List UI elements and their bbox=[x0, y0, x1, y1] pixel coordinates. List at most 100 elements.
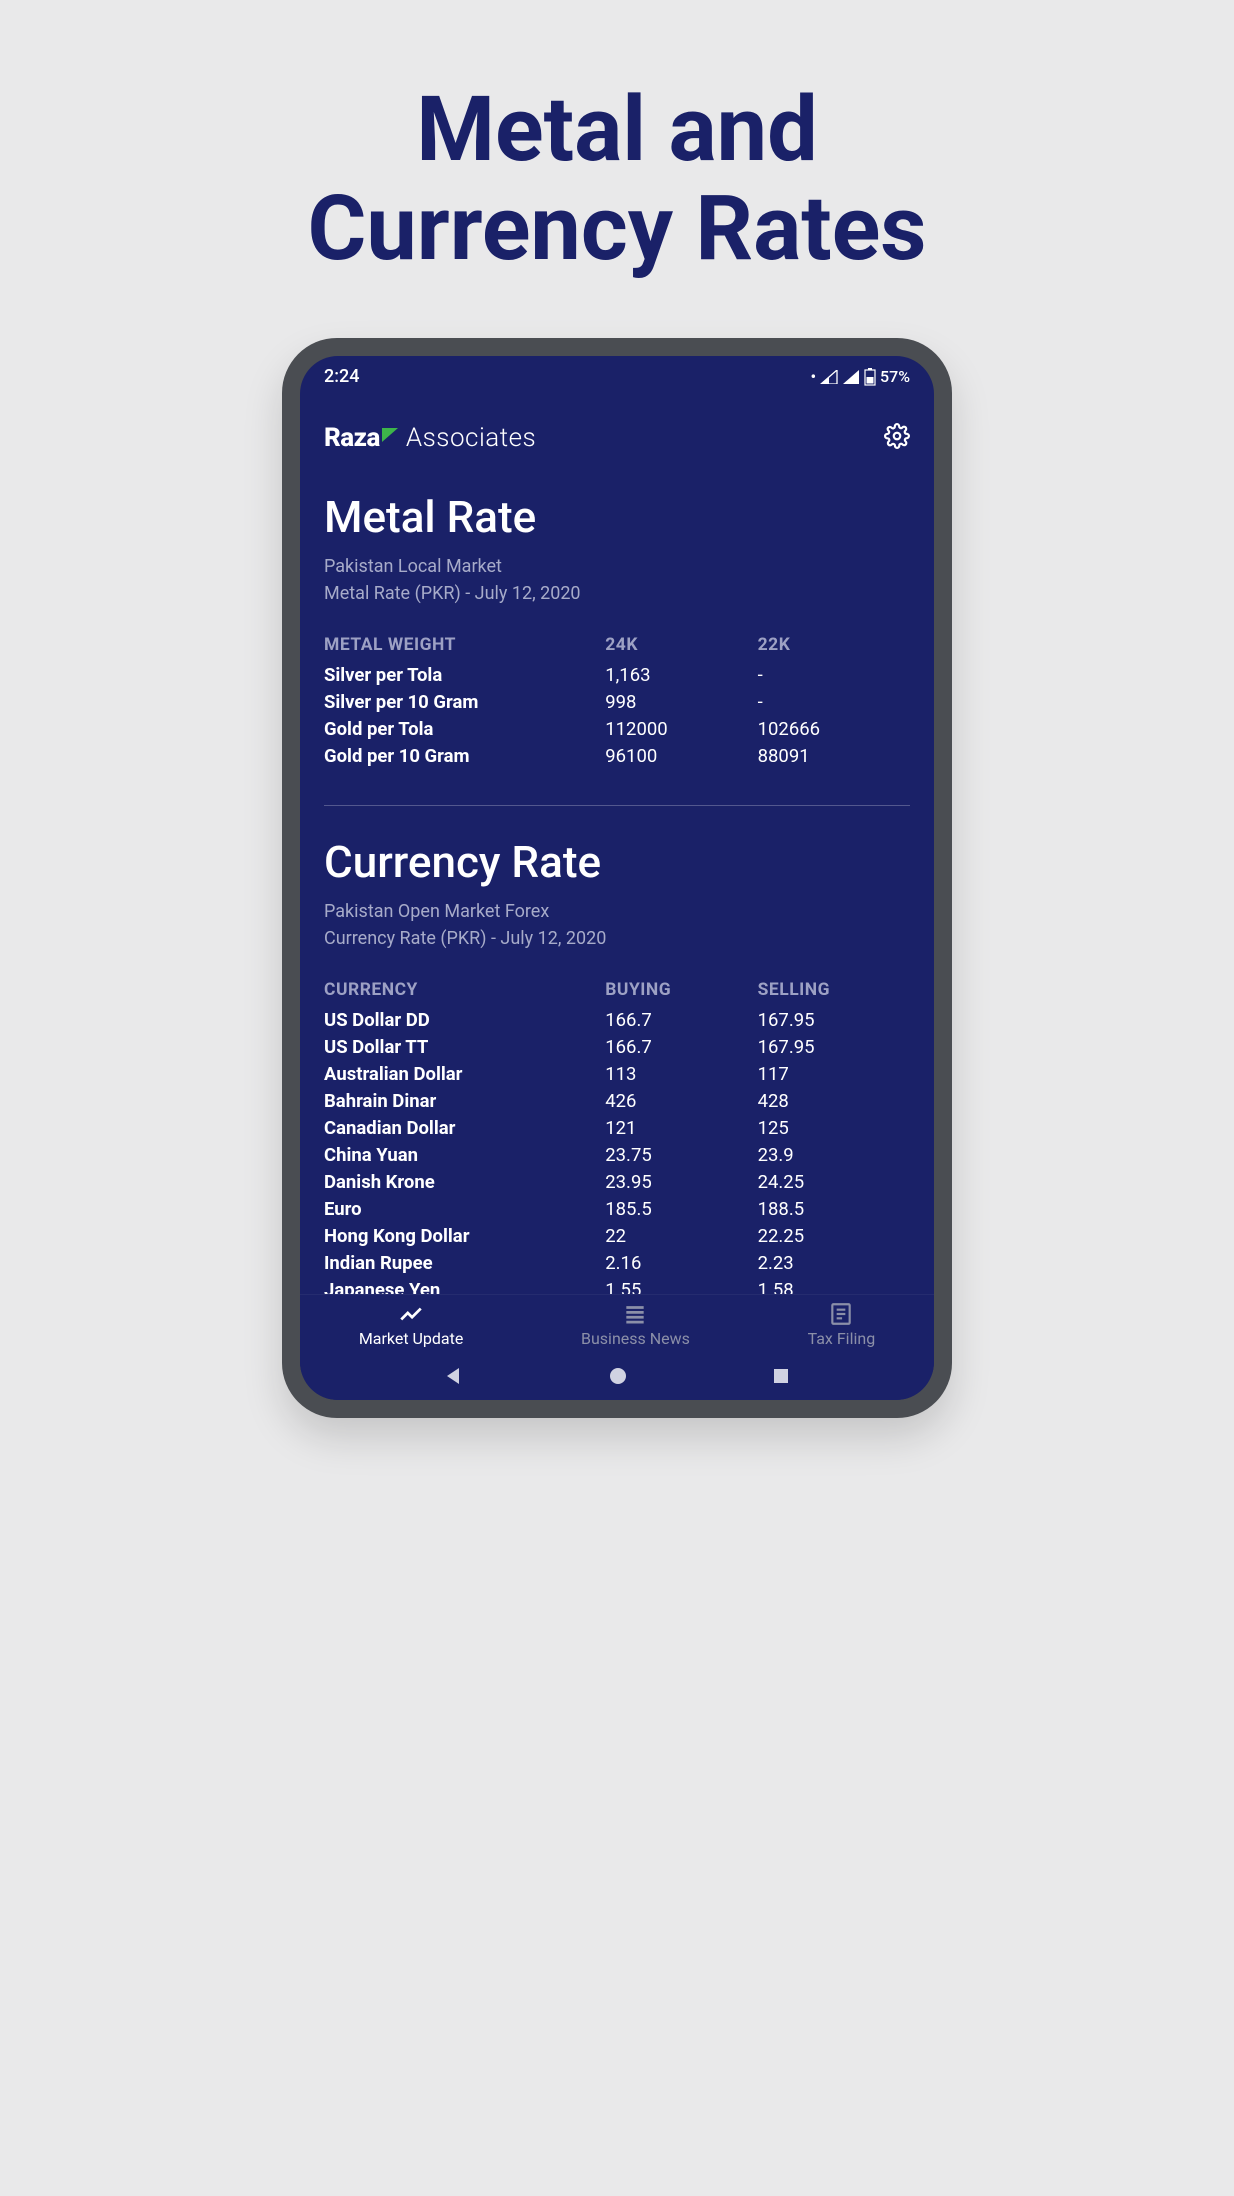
currency-row: Euro185.5188.5 bbox=[324, 1195, 910, 1222]
metal-col3: - bbox=[758, 661, 910, 688]
currency-row: Australian Dollar113117 bbox=[324, 1060, 910, 1087]
currency-row: Danish Krone23.9524.25 bbox=[324, 1168, 910, 1195]
status-dot: • bbox=[810, 367, 816, 386]
currency-col2: 23.95 bbox=[605, 1168, 757, 1195]
signal-icon-2 bbox=[842, 370, 860, 384]
phone-frame: 2:24 • 57% Raza Associates bbox=[282, 338, 952, 1418]
document-list-icon bbox=[828, 1301, 854, 1327]
system-recents-button[interactable] bbox=[772, 1367, 790, 1389]
currency-th-name: CURRENCY bbox=[324, 980, 605, 1006]
currency-col2: 166.7 bbox=[605, 1033, 757, 1060]
currency-name: Euro bbox=[324, 1195, 605, 1222]
currency-th-selling: SELLING bbox=[758, 980, 910, 1006]
metal-th-22k: 22K bbox=[758, 635, 910, 661]
currency-row: China Yuan23.7523.9 bbox=[324, 1141, 910, 1168]
metal-col3: 102666 bbox=[758, 715, 910, 742]
metal-col3: - bbox=[758, 688, 910, 715]
nav-label: Market Update bbox=[359, 1329, 464, 1348]
metal-rate-table: METAL WEIGHT 24K 22K Silver per Tola1,16… bbox=[324, 635, 910, 769]
logo-suffix: Associates bbox=[406, 423, 536, 453]
currency-name: US Dollar DD bbox=[324, 1006, 605, 1033]
phone-screen: 2:24 • 57% Raza Associates bbox=[300, 356, 934, 1400]
metal-col3: 88091 bbox=[758, 742, 910, 769]
currency-col2: 2.16 bbox=[605, 1249, 757, 1276]
logo-brand: Raza bbox=[324, 423, 380, 453]
settings-button[interactable] bbox=[884, 423, 910, 453]
currency-row: Bahrain Dinar426428 bbox=[324, 1087, 910, 1114]
currency-col2: 185.5 bbox=[605, 1195, 757, 1222]
currency-name: Danish Krone bbox=[324, 1168, 605, 1195]
currency-name: China Yuan bbox=[324, 1141, 605, 1168]
promo-title-line1: Metal and bbox=[416, 77, 817, 182]
nav-market-update[interactable]: Market Update bbox=[359, 1301, 464, 1348]
currency-name: Indian Rupee bbox=[324, 1249, 605, 1276]
metal-row: Silver per Tola1,163- bbox=[324, 661, 910, 688]
currency-rate-table: CURRENCY BUYING SELLING US Dollar DD166.… bbox=[324, 980, 910, 1294]
currency-col2: 22 bbox=[605, 1222, 757, 1249]
currency-row: US Dollar TT166.7167.95 bbox=[324, 1033, 910, 1060]
currency-col3: 23.9 bbox=[758, 1141, 910, 1168]
system-nav-bar bbox=[300, 1352, 934, 1400]
currency-name: US Dollar TT bbox=[324, 1033, 605, 1060]
promo-title: Metal and Currency Rates bbox=[307, 80, 926, 278]
metal-row: Gold per Tola112000102666 bbox=[324, 715, 910, 742]
app-header: Raza Associates bbox=[300, 393, 934, 477]
metal-th-24k: 24K bbox=[605, 635, 757, 661]
currency-col3: 167.95 bbox=[758, 1006, 910, 1033]
currency-row: Indian Rupee2.162.23 bbox=[324, 1249, 910, 1276]
currency-col2: 121 bbox=[605, 1114, 757, 1141]
currency-col3: 167.95 bbox=[758, 1033, 910, 1060]
metal-name: Gold per 10 Gram bbox=[324, 742, 605, 769]
bottom-nav: Market Update Business News Tax Filing bbox=[300, 1294, 934, 1352]
metal-row: Gold per 10 Gram9610088091 bbox=[324, 742, 910, 769]
metal-col2: 96100 bbox=[605, 742, 757, 769]
currency-col3: 117 bbox=[758, 1060, 910, 1087]
currency-col2: 113 bbox=[605, 1060, 757, 1087]
content-scroll[interactable]: Metal Rate Pakistan Local Market Metal R… bbox=[300, 477, 934, 1294]
metal-name: Gold per Tola bbox=[324, 715, 605, 742]
currency-name: Australian Dollar bbox=[324, 1060, 605, 1087]
metal-th-weight: METAL WEIGHT bbox=[324, 635, 605, 661]
currency-section-title: Currency Rate bbox=[324, 836, 910, 888]
currency-name: Japanese Yen bbox=[324, 1276, 605, 1294]
currency-col2: 166.7 bbox=[605, 1006, 757, 1033]
status-time: 2:24 bbox=[324, 366, 359, 387]
metal-col2: 998 bbox=[605, 688, 757, 715]
currency-col3: 2.23 bbox=[758, 1249, 910, 1276]
metal-section-title: Metal Rate bbox=[324, 491, 910, 543]
circle-home-icon bbox=[608, 1366, 628, 1386]
currency-col3: 24.25 bbox=[758, 1168, 910, 1195]
currency-col3: 22.25 bbox=[758, 1222, 910, 1249]
metal-col2: 1,163 bbox=[605, 661, 757, 688]
nav-business-news[interactable]: Business News bbox=[581, 1301, 690, 1348]
currency-col3: 125 bbox=[758, 1114, 910, 1141]
system-home-button[interactable] bbox=[608, 1366, 628, 1390]
status-bar: 2:24 • 57% bbox=[300, 356, 934, 393]
currency-col2: 426 bbox=[605, 1087, 757, 1114]
status-right: • 57% bbox=[810, 367, 910, 386]
nav-tax-filing[interactable]: Tax Filing bbox=[808, 1301, 876, 1348]
nav-label: Business News bbox=[581, 1329, 690, 1348]
system-back-button[interactable] bbox=[444, 1366, 464, 1390]
currency-name: Canadian Dollar bbox=[324, 1114, 605, 1141]
signal-icon bbox=[820, 370, 838, 384]
currency-row: Canadian Dollar121125 bbox=[324, 1114, 910, 1141]
currency-row: US Dollar DD166.7167.95 bbox=[324, 1006, 910, 1033]
metal-name: Silver per Tola bbox=[324, 661, 605, 688]
currency-col2: 1.55 bbox=[605, 1276, 757, 1294]
section-divider bbox=[324, 805, 910, 806]
battery-percent: 57% bbox=[880, 367, 910, 386]
square-recents-icon bbox=[772, 1367, 790, 1385]
currency-col3: 428 bbox=[758, 1087, 910, 1114]
currency-section-subtitle: Pakistan Open Market Forex Currency Rate… bbox=[324, 898, 910, 952]
currency-row: Hong Kong Dollar2222.25 bbox=[324, 1222, 910, 1249]
currency-name: Bahrain Dinar bbox=[324, 1087, 605, 1114]
currency-name: Hong Kong Dollar bbox=[324, 1222, 605, 1249]
promo-title-line2: Currency Rates bbox=[307, 176, 926, 281]
currency-row: Japanese Yen1.551.58 bbox=[324, 1276, 910, 1294]
trend-line-icon bbox=[398, 1301, 424, 1327]
gear-icon bbox=[884, 423, 910, 449]
currency-col3: 1.58 bbox=[758, 1276, 910, 1294]
list-lines-icon bbox=[622, 1301, 648, 1327]
currency-col3: 188.5 bbox=[758, 1195, 910, 1222]
